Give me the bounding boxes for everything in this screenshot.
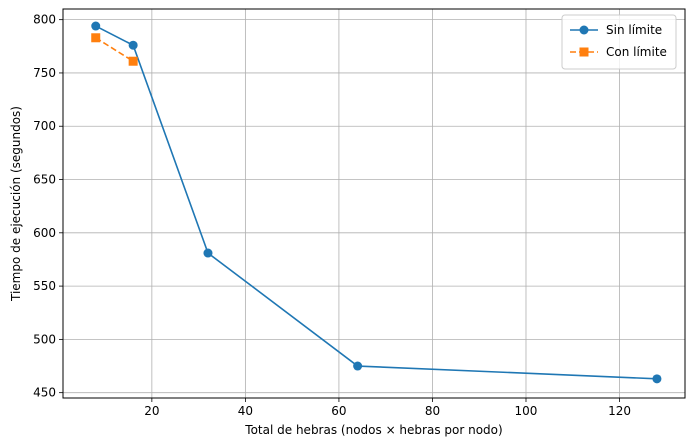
- x-tick-label: 120: [608, 404, 631, 418]
- y-tick-label: 600: [33, 226, 56, 240]
- legend-marker: [579, 47, 589, 57]
- x-axis-label: Total de hebras (nodos × hebras por nodo…: [244, 423, 502, 437]
- y-tick-label: 550: [33, 279, 56, 293]
- series-layer: [91, 21, 662, 384]
- series-line: [95, 37, 134, 62]
- legend-marker: [579, 25, 589, 35]
- data-point: [91, 21, 101, 31]
- y-tick-label: 800: [33, 13, 56, 27]
- data-point: [91, 33, 101, 43]
- plot-frame: [62, 8, 686, 399]
- data-point: [128, 40, 138, 50]
- legend-entry: Sin límite: [570, 23, 662, 37]
- legend-box: [561, 14, 677, 70]
- series-line: [95, 25, 657, 380]
- legend: Sin límite Con límite: [561, 14, 677, 70]
- data-point: [652, 374, 662, 384]
- x-axis: 20 40 60 80 100 120: [144, 398, 631, 418]
- y-axis: 450 500 550 600 650 700 750 800: [33, 13, 63, 400]
- data-point: [353, 361, 363, 371]
- data-point: [203, 248, 213, 258]
- series-2: [91, 33, 138, 66]
- x-tick-label: 60: [331, 404, 346, 418]
- data-point: [128, 56, 138, 66]
- y-axis-label: Tiempo de ejecución (segundos): [9, 106, 23, 302]
- y-tick-label: 650: [33, 173, 56, 187]
- legend-label: Con límite: [606, 45, 667, 59]
- series-1: [91, 21, 662, 384]
- y-tick-label: 450: [33, 386, 56, 400]
- y-tick-label: 700: [33, 119, 56, 133]
- x-tick-label: 40: [238, 404, 253, 418]
- legend-entry: Con límite: [570, 45, 667, 59]
- x-tick-label: 80: [425, 404, 440, 418]
- y-tick-label: 500: [33, 332, 56, 346]
- y-tick-label: 750: [33, 66, 56, 80]
- legend-label: Sin límite: [606, 23, 662, 37]
- x-tick-label: 20: [144, 404, 159, 418]
- x-tick-label: 100: [515, 404, 538, 418]
